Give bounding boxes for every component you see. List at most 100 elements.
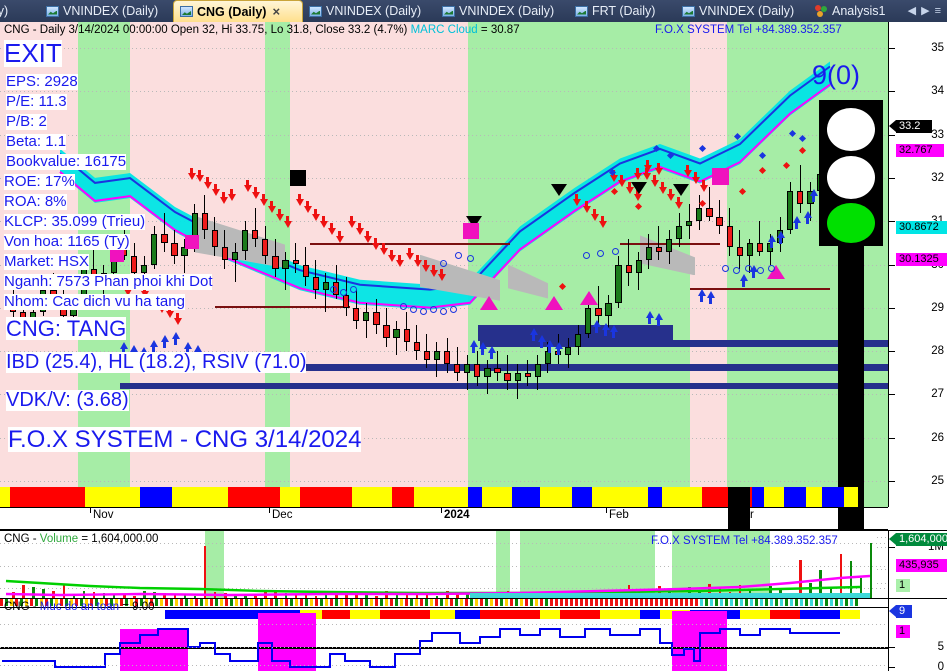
candle-body [605, 303, 612, 317]
volume-panel[interactable]: CNG - Volume = 1,604,000.00 F.O.X SYSTEM… [0, 530, 947, 598]
price-plot-area[interactable]: EXIT EPS: 2928 P/E: 11.3 P/B: 2 Beta: 1.1 Boo… [0, 22, 888, 507]
tab-frt[interactable]: FRT (Daily) [569, 0, 676, 22]
candle [211, 22, 219, 507]
tab-nav-controls: ◀ ▶ ≡ [908, 0, 945, 22]
tick-mark [770, 599, 773, 606]
date-tick [731, 508, 732, 513]
buy-arrow-icon [478, 342, 487, 350]
tab-menu-icon[interactable]: ≡ [934, 4, 941, 17]
top-reversal-marker [631, 182, 647, 195]
tab-vnindex-2[interactable]: VNINDEX (Daily) [303, 0, 436, 22]
candle [605, 22, 612, 507]
marc-cloud-label: MARC Cloud [410, 24, 478, 36]
tick-mark [270, 599, 273, 606]
axis-tick-label: 33 [931, 128, 944, 141]
hollow-circle-marker [330, 286, 337, 294]
chart-annotation: Bookvalue: 16175 [6, 153, 127, 170]
candle [655, 22, 663, 507]
prev-tab-icon[interactable]: ◀ [907, 4, 917, 17]
tick-mark [185, 599, 188, 606]
volume-plot-area[interactable] [0, 531, 888, 598]
tab-vnindex-3[interactable]: VNINDEX (Daily) [436, 0, 569, 22]
safety-label: Muc do an toan [39, 601, 120, 613]
tick-mark [760, 599, 763, 606]
date-tick [90, 508, 91, 513]
candle [716, 22, 723, 507]
sell-arrow-icon [363, 235, 372, 243]
tab-analysis1[interactable]: Analysis1 [809, 0, 904, 22]
close-icon[interactable]: × [272, 4, 281, 19]
black-box-marker [290, 170, 306, 186]
magenta-box-marker [185, 235, 199, 250]
sell-arrow-icon [654, 167, 663, 175]
safety-plot-area[interactable] [0, 599, 888, 671]
sell-arrow-icon [413, 259, 422, 267]
candle-body [544, 351, 552, 365]
tab-cng-active[interactable]: CNG (Daily) × [173, 0, 303, 22]
volume-bar [869, 543, 873, 598]
candle-body [353, 307, 360, 321]
tab-vnindex-4[interactable]: VNINDEX (Daily) [676, 0, 809, 22]
axis-tick [889, 394, 895, 396]
tab-vnindex-0[interactable]: VNINDEX (Daily) [0, 0, 40, 22]
candle [554, 22, 562, 507]
tick-mark [605, 599, 608, 606]
sell-arrow-icon [259, 199, 268, 207]
volume-axis[interactable]: 1M 1,604,000 435,935 1 [877, 531, 947, 598]
tick-mark [165, 599, 168, 606]
buy-arrow-icon [803, 211, 812, 219]
tab-vnindex-1[interactable]: VNINDEX (Daily) [40, 0, 173, 22]
volume-bar [173, 594, 177, 598]
color-bar-segment [322, 610, 350, 619]
candle-body [211, 229, 219, 248]
color-bar-segment [764, 487, 784, 507]
gridline [877, 569, 887, 570]
sell-arrow-icon [421, 264, 430, 272]
color-bar-segment [648, 487, 662, 507]
candle-body [524, 372, 531, 378]
tick-mark [615, 599, 618, 606]
sell-arrow-stem [262, 194, 265, 201]
hollow-circle-marker [420, 308, 427, 316]
tick-mark [365, 599, 368, 606]
tick-mark [640, 599, 643, 606]
buy-arrow-stem [806, 218, 809, 225]
hollow-circle-marker [350, 286, 357, 294]
chart-icon [575, 5, 588, 17]
price-panel[interactable]: EXIT EPS: 2928 P/E: 11.3 P/B: 2 Beta: 1.1 Boo… [0, 22, 947, 530]
candle [817, 22, 824, 507]
safety-axis[interactable]: 5 0 9 1 [888, 599, 947, 671]
sell-arrow-stem [206, 177, 209, 184]
candle-body [474, 364, 481, 378]
sell-arrow-stem [298, 194, 301, 201]
tick-mark [525, 599, 528, 606]
tag-arrow-icon [889, 533, 896, 545]
color-bar-segment [380, 610, 430, 619]
volume-bar [405, 593, 409, 598]
axis-tick-label: 26 [931, 431, 944, 444]
tick-mark [520, 599, 523, 606]
tick-mark [830, 599, 833, 606]
safety-header: CNG - Muc do an toan = 9.00 [4, 601, 155, 613]
tick-mark [200, 599, 203, 606]
color-bar-segment [280, 487, 300, 507]
candle [625, 22, 632, 507]
next-tab-icon[interactable]: ▶ [921, 4, 930, 17]
candle-body [433, 351, 441, 360]
price-axis[interactable]: 353433323130292827262533.232.76730.86723… [888, 22, 947, 507]
bottom-reversal-marker [480, 296, 498, 311]
tick-mark [225, 599, 228, 606]
candle-body [464, 364, 471, 373]
tick-mark [810, 599, 813, 606]
tick-mark [335, 599, 338, 606]
safety-indicator-panel[interactable]: CNG - Muc do an toan = 9.00 5 0 9 1 [0, 598, 947, 671]
buy-arrow-stem [648, 317, 651, 324]
candle-body [494, 368, 501, 373]
hollow-circle-marker [450, 305, 457, 313]
candle [686, 22, 693, 507]
sell-arrow-icon [203, 182, 212, 190]
tick-mark [80, 599, 83, 606]
support-band [110, 363, 888, 371]
volume-bar [466, 593, 469, 598]
axis-tick [889, 547, 895, 548]
